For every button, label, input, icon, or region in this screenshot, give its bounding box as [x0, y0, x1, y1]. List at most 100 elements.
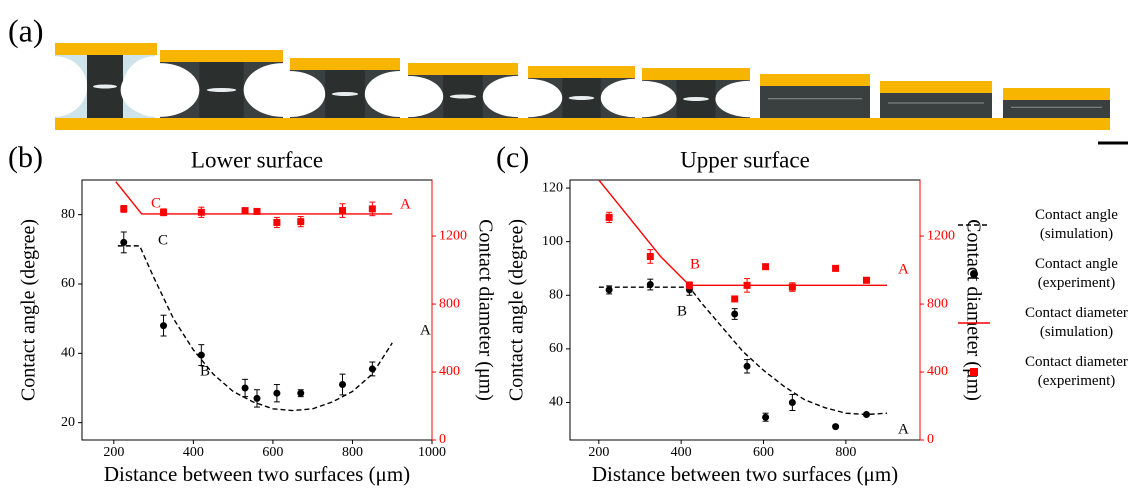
line	[599, 287, 887, 414]
legend-label: Contact angle (experiment)	[1010, 255, 1143, 293]
point	[789, 399, 796, 406]
annotation: B	[690, 256, 700, 272]
x-axis-label: Distance between two surfaces (μm)	[104, 462, 410, 486]
y2-tick-label: 400	[927, 364, 948, 379]
meniscus	[373, 76, 443, 117]
y-axis-label: Contact angle (degree)	[506, 219, 528, 401]
droplet-photos	[23, 43, 1110, 118]
point	[120, 239, 127, 246]
point	[369, 205, 376, 212]
annotation: B	[677, 303, 687, 319]
upper-plate	[642, 68, 750, 80]
point	[297, 390, 304, 397]
annotation: C	[158, 232, 168, 248]
point	[198, 352, 205, 359]
annotation: A	[420, 322, 431, 338]
page: (a) Lower surface (b) Distance between two…	[0, 0, 1143, 488]
upper-plate	[880, 81, 992, 93]
y-tick-label: 60	[61, 276, 75, 291]
highlight	[332, 92, 358, 96]
highlight	[569, 96, 595, 100]
y2-tick-label: 1200	[439, 228, 467, 243]
annotation: A	[898, 261, 909, 277]
annotation: B	[200, 363, 210, 379]
highlight	[683, 97, 709, 101]
meniscus	[607, 81, 676, 117]
y2-tick-label: 0	[439, 432, 446, 447]
point	[731, 311, 738, 318]
y2-tick-label: 400	[439, 364, 460, 379]
upper-plate	[1003, 88, 1110, 100]
annotation: A	[400, 196, 411, 212]
point	[297, 218, 304, 225]
upper-plate	[290, 58, 400, 70]
point	[254, 395, 261, 402]
y-tick-label: 80	[61, 207, 75, 222]
meniscus	[23, 56, 87, 116]
point	[242, 385, 249, 392]
panel-label: (a)	[8, 12, 44, 48]
y2-tick-label: 1200	[927, 228, 955, 243]
y-tick-label: 100	[542, 234, 563, 249]
highlight	[93, 85, 117, 89]
meniscus	[255, 71, 325, 117]
droplet	[1003, 100, 1110, 118]
x-tick-label: 400	[183, 445, 204, 460]
figure: (a) Lower surface (b) Distance between two…	[0, 0, 1143, 488]
point	[762, 414, 769, 421]
point	[160, 209, 167, 216]
upper-plate	[760, 74, 870, 86]
point	[339, 381, 346, 388]
y-tick-label: 60	[549, 341, 563, 356]
point	[198, 209, 205, 216]
point	[120, 205, 127, 212]
x-tick-label: 200	[103, 445, 124, 460]
chart-title: Lower surface	[191, 147, 323, 172]
point	[863, 277, 870, 284]
y2-tick-label: 800	[439, 296, 460, 311]
point	[832, 423, 839, 430]
y-tick-label: 120	[542, 180, 563, 195]
lower-plate	[55, 118, 1110, 130]
x-tick-label: 800	[835, 445, 856, 460]
x-tick-label: 600	[753, 445, 774, 460]
y-axis-label: Contact angle (degree)	[18, 219, 40, 401]
upper-plate	[528, 66, 635, 78]
upper-plate	[55, 43, 157, 55]
annotation: C	[151, 195, 161, 211]
panel-label: (c)	[496, 141, 529, 174]
x-tick-label: 800	[342, 445, 363, 460]
legend-label: Contact angle (simulation)	[1010, 206, 1143, 244]
highlight	[450, 95, 476, 99]
point	[273, 219, 280, 226]
point	[647, 253, 654, 260]
chart-title: Upper surface	[680, 147, 810, 172]
y-tick-label: 40	[549, 395, 563, 410]
annotation: A	[898, 421, 909, 437]
plot-frame	[570, 180, 920, 440]
legend-label: Contact diameter (simulation)	[1010, 304, 1143, 342]
point	[686, 282, 693, 289]
legend-label: Contact diameter (experiment)	[1010, 353, 1143, 391]
y2-axis-label: Contact diameter (μm)	[474, 219, 496, 401]
meniscus	[121, 63, 200, 117]
y-tick-label: 40	[61, 346, 75, 361]
plot-area	[116, 182, 392, 411]
point	[254, 208, 261, 215]
point	[762, 263, 769, 270]
point	[242, 207, 249, 214]
point	[369, 365, 376, 372]
x-tick-label: 200	[588, 445, 609, 460]
point	[863, 411, 870, 418]
y-tick-label: 80	[549, 287, 563, 302]
point	[744, 282, 751, 289]
line	[118, 246, 392, 411]
legend-swatch	[970, 270, 978, 278]
y-tick-label: 20	[61, 415, 75, 430]
panel-label: (b)	[8, 141, 43, 174]
highlight	[207, 88, 237, 92]
point	[832, 265, 839, 272]
point	[339, 207, 346, 214]
plot-area	[599, 180, 887, 430]
line	[599, 180, 887, 285]
